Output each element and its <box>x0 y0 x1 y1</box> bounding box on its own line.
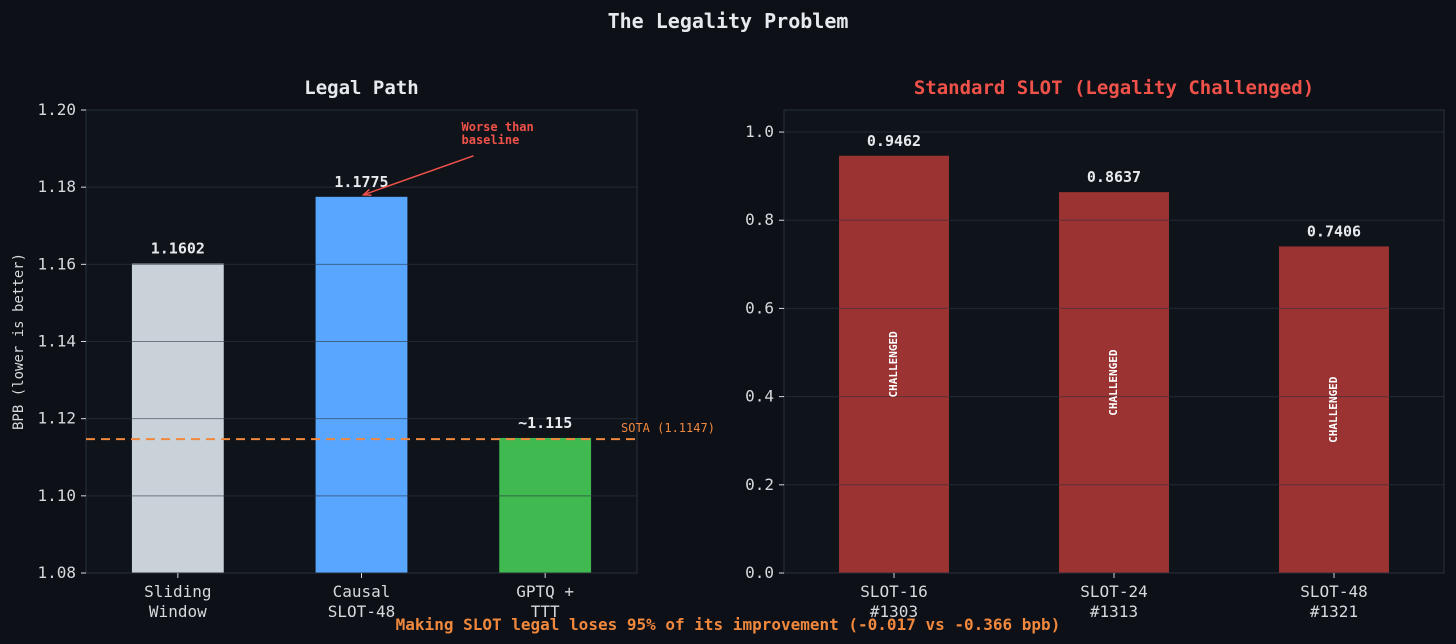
x-tick-label: SLOT-16 #1303 <box>860 582 927 621</box>
y-tick-label: 0.2 <box>745 475 774 494</box>
y-tick-label: 1.0 <box>745 122 774 141</box>
bar <box>1059 192 1169 574</box>
bar-text: CHALLENGED <box>887 331 900 398</box>
annotation-text: Worse than baseline <box>462 120 534 147</box>
value-label: 1.1602 <box>151 240 205 258</box>
y-tick-label: 0.4 <box>745 387 774 406</box>
annotation-arrow <box>363 155 474 196</box>
bar <box>1279 246 1389 573</box>
y-tick-label: 1.08 <box>37 563 76 582</box>
chart-title: Standard SLOT (Legality Challenged) <box>914 77 1314 99</box>
bar <box>839 155 949 573</box>
y-tick-label: 0.8 <box>745 210 774 229</box>
y-tick-label: 0.6 <box>745 298 774 317</box>
sota-reference-label: SOTA (1.1147) <box>621 421 715 435</box>
x-tick-label: SLOT-24 #1313 <box>1080 582 1147 621</box>
legal-path-chart: 1.1602 1.1775 ~1.115 1.08 1.10 1.12 1.14 1.16 1.… <box>11 77 715 621</box>
x-tick-label: Causal SLOT-48 <box>328 582 395 621</box>
value-label: 1.1775 <box>334 173 388 191</box>
figure-footer: Making SLOT legal loses 95% of its impro… <box>396 615 1061 634</box>
y-tick-label: 1.18 <box>37 177 76 196</box>
chart-title: Legal Path <box>304 77 418 99</box>
y-tick-label: 0.0 <box>745 563 774 582</box>
annotation-arrowhead <box>361 188 372 197</box>
y-tick-label: 1.14 <box>37 332 76 351</box>
y-tick-label: 1.12 <box>37 409 76 428</box>
standard-slot-chart: 0.9462 0.8637 0.7406 CHALLENGED CHALLENGED CH… <box>745 77 1445 621</box>
y-tick-label: 1.20 <box>37 100 76 119</box>
x-tick-label: SLOT-48 #1321 <box>1300 582 1367 621</box>
x-tick-label: GPTQ + TTT <box>516 582 574 621</box>
bar <box>499 437 592 573</box>
bar-text: CHALLENGED <box>1107 349 1120 416</box>
value-label: ~1.115 <box>518 414 572 432</box>
y-axis-label: BPB (lower is better) <box>11 253 27 430</box>
bar <box>315 196 408 573</box>
y-tick-label: 1.16 <box>37 254 76 273</box>
value-label: 0.8637 <box>1087 168 1141 186</box>
y-tick-label: 1.10 <box>37 486 76 505</box>
value-label: 0.7406 <box>1307 222 1361 240</box>
x-tick-label: Sliding Window <box>144 582 211 621</box>
bar-text: CHALLENGED <box>1327 376 1340 443</box>
value-label: 0.9462 <box>867 132 921 150</box>
figure-title: The Legality Problem <box>608 9 849 33</box>
